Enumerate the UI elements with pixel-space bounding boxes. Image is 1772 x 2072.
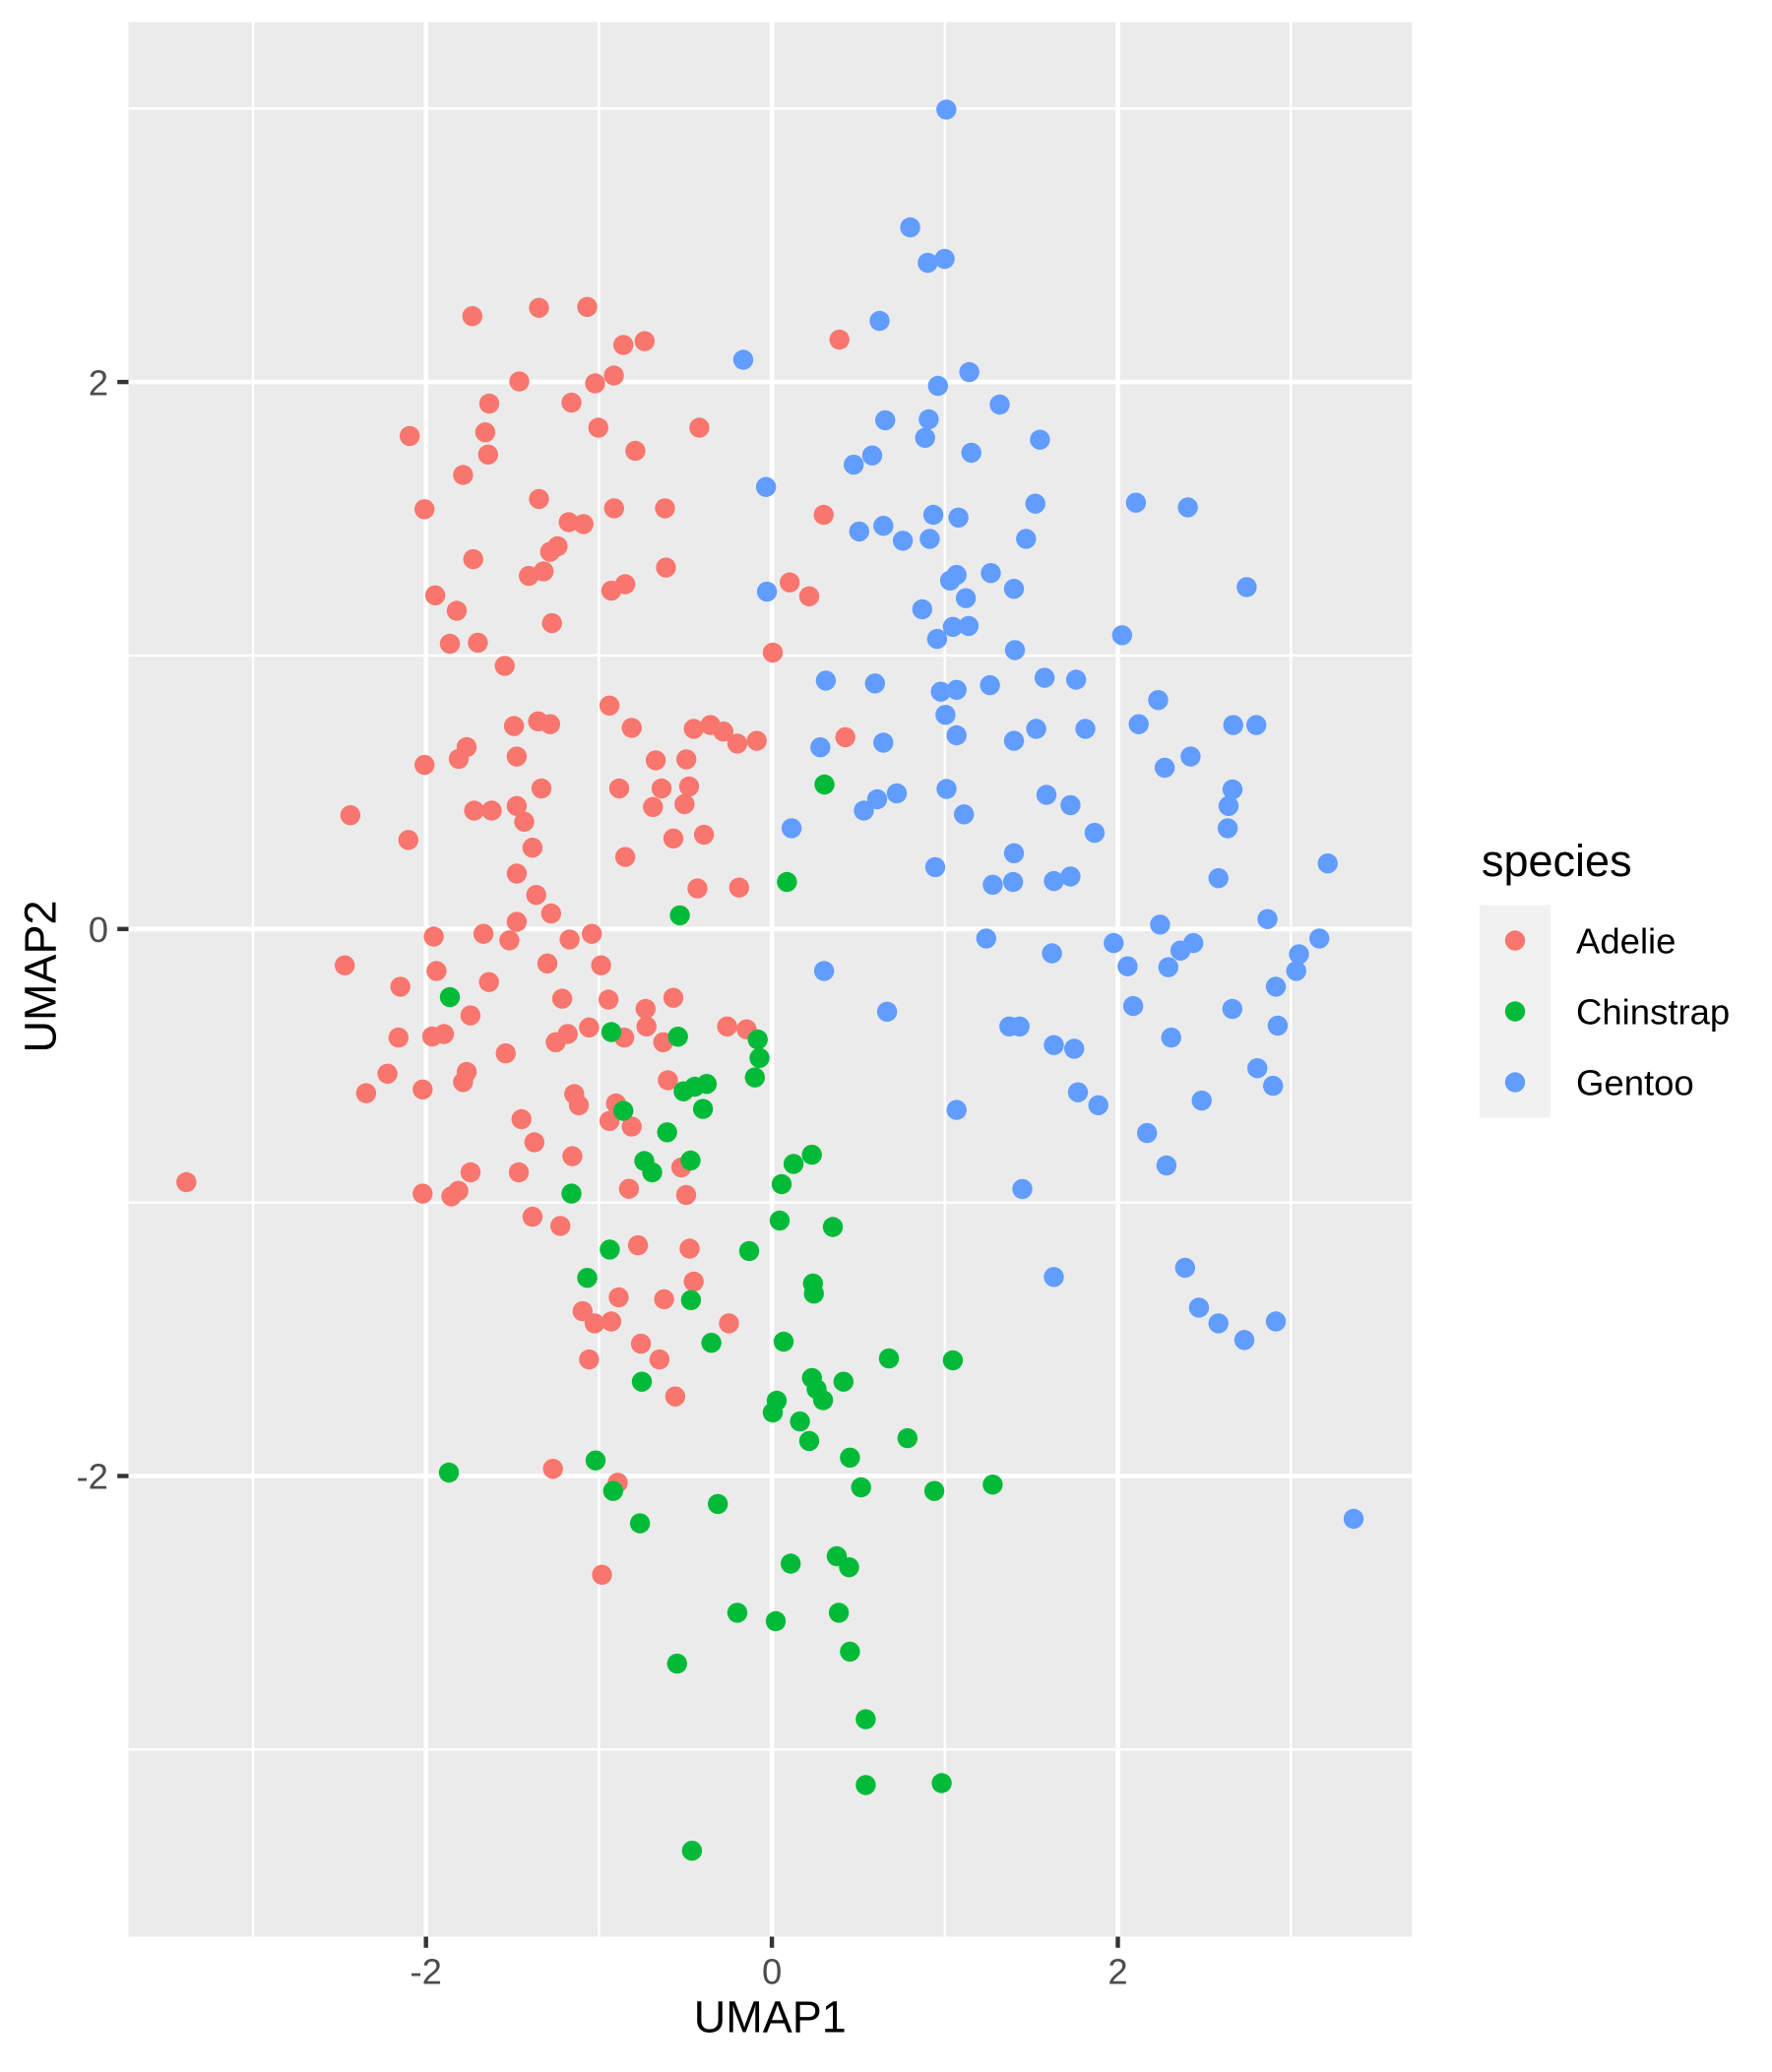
svg-text:0: 0 xyxy=(89,910,108,950)
svg-text:Chinstrap: Chinstrap xyxy=(1576,992,1730,1033)
svg-text:0: 0 xyxy=(762,1952,782,1992)
svg-text:2: 2 xyxy=(89,362,108,403)
svg-text:-2: -2 xyxy=(410,1952,441,1992)
svg-text:UMAP2: UMAP2 xyxy=(15,900,65,1052)
svg-text:-2: -2 xyxy=(77,1457,108,1497)
svg-text:species: species xyxy=(1482,836,1632,886)
svg-text:Gentoo: Gentoo xyxy=(1576,1063,1694,1103)
svg-text:2: 2 xyxy=(1108,1952,1127,1992)
svg-text:UMAP1: UMAP1 xyxy=(694,1992,847,2042)
svg-text:Adelie: Adelie xyxy=(1576,921,1676,962)
